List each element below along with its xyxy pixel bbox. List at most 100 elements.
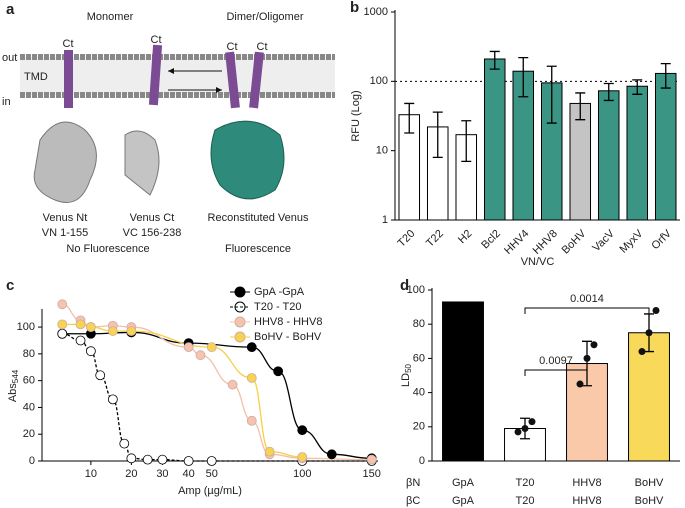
bar bbox=[483, 58, 506, 221]
data-point bbox=[246, 415, 257, 426]
data-point bbox=[57, 328, 68, 339]
fit-line bbox=[62, 331, 372, 459]
bar bbox=[626, 85, 649, 221]
label: Venus Ct bbox=[130, 212, 175, 224]
bracket bbox=[524, 369, 588, 376]
legend-label: T20 - T20 bbox=[254, 301, 302, 313]
data-point bbox=[107, 326, 118, 336]
label: Ct bbox=[257, 41, 268, 53]
data-point bbox=[590, 341, 598, 349]
panel-letter: a bbox=[6, 1, 15, 18]
x-tick-label: 10 bbox=[85, 468, 97, 480]
bar bbox=[597, 90, 620, 221]
data-point bbox=[85, 322, 96, 332]
data-point bbox=[326, 449, 337, 460]
data-point bbox=[75, 335, 86, 346]
bar bbox=[628, 332, 670, 462]
error-bar bbox=[660, 62, 671, 89]
label: Dimer/Oligomer bbox=[226, 11, 303, 23]
x-tick-label: 50 bbox=[206, 468, 218, 480]
axis-label-sub: 50 bbox=[404, 363, 413, 372]
axis-label: LD bbox=[400, 373, 412, 387]
panel-letter: c bbox=[6, 277, 14, 294]
data-point bbox=[246, 342, 257, 353]
y-axis-label: RFU (Log) bbox=[350, 90, 362, 141]
label: out bbox=[2, 52, 17, 64]
data-point bbox=[583, 354, 591, 362]
label: No Fluorescence bbox=[66, 243, 149, 255]
x-tick-label: 150 bbox=[363, 468, 381, 480]
annotation: 0.0014 bbox=[570, 293, 604, 305]
row-label: βC bbox=[406, 495, 420, 507]
data-point bbox=[107, 394, 118, 405]
panel-c: c 0 20 40 60 80 100 10 20 30 40 50 100 150 Amp (µg/mL)… bbox=[6, 277, 381, 497]
x-tick-label: GpA bbox=[452, 477, 475, 489]
x-tick-label: HHV4 bbox=[502, 228, 531, 257]
x-tick-label: 30 bbox=[156, 468, 168, 480]
panel-a: a Monomer Dimer/Oligomer out TMD in Ct C… bbox=[2, 1, 335, 255]
data-point bbox=[157, 454, 168, 465]
y-tick-label: 20 bbox=[23, 428, 35, 440]
x-tick-label: 100 bbox=[293, 468, 311, 480]
label: TMD bbox=[24, 71, 48, 83]
x-axis-label: Amp (µg/mL) bbox=[178, 485, 242, 497]
panel-letter: d bbox=[400, 277, 409, 294]
x-tick-label: T22 bbox=[424, 228, 446, 250]
x-tick-label: HHV8 bbox=[572, 477, 601, 489]
y-tick-label: 1000 bbox=[364, 6, 388, 18]
protein bbox=[210, 120, 285, 200]
error-bar bbox=[546, 65, 557, 124]
y-tick-label: 60 bbox=[413, 352, 425, 364]
axis-label: LD50 bbox=[400, 363, 413, 387]
row-label: βN bbox=[406, 477, 420, 489]
y-tick-label: 80 bbox=[23, 348, 35, 360]
data-point bbox=[652, 307, 660, 315]
data-point bbox=[142, 454, 153, 465]
helix bbox=[148, 44, 163, 106]
data-point bbox=[273, 366, 284, 377]
helix bbox=[64, 50, 73, 108]
axis-label: Abs544 bbox=[7, 369, 20, 402]
data-point bbox=[246, 373, 257, 383]
data-point bbox=[183, 342, 194, 353]
panel-d: d 0 20 40 60 80 100 LD50 GpA GpA T20 T20 HHV8 HHV8 BoH… bbox=[400, 277, 680, 507]
x-tick-label: T20 bbox=[396, 228, 418, 250]
error-bar bbox=[632, 79, 643, 95]
legend-label: HHV8 - HHV8 bbox=[254, 316, 322, 328]
data-point bbox=[126, 453, 137, 464]
data-point bbox=[57, 319, 68, 330]
y-tick-label: 20 bbox=[413, 421, 425, 433]
y-tick-label: 0 bbox=[419, 455, 425, 467]
data-point bbox=[57, 299, 68, 310]
data-point bbox=[528, 418, 536, 426]
y-tick-label: 10 bbox=[376, 145, 388, 157]
protein bbox=[124, 130, 160, 196]
x-tick-label: HHV8 bbox=[572, 495, 601, 507]
bar bbox=[654, 72, 677, 221]
data-point bbox=[645, 329, 653, 337]
label: Ct bbox=[63, 38, 74, 50]
y-tick-label: 40 bbox=[413, 387, 425, 399]
label: Reconstituted Venus bbox=[208, 212, 309, 224]
label: Venus Nt bbox=[43, 212, 88, 224]
error-bar bbox=[603, 82, 614, 102]
error-bar bbox=[489, 50, 500, 70]
label: VN 1-155 bbox=[42, 227, 88, 239]
error-bar bbox=[461, 120, 472, 163]
data-point bbox=[264, 446, 275, 457]
data-point bbox=[297, 425, 308, 436]
legend-label: GpA -GpA bbox=[254, 286, 305, 298]
x-tick-label: T20 bbox=[516, 495, 535, 507]
x-tick-label: 20 bbox=[125, 468, 137, 480]
data-point bbox=[297, 452, 308, 462]
axis-label: Abs bbox=[7, 383, 19, 402]
x-tick-label: HHV8 bbox=[531, 228, 560, 257]
axis-label-sub: 544 bbox=[11, 369, 20, 383]
y-tick-label: 0 bbox=[29, 455, 35, 467]
x-tick-label: BoHV bbox=[635, 477, 664, 489]
data-point bbox=[183, 456, 194, 466]
data-point bbox=[119, 438, 130, 449]
bar bbox=[569, 102, 592, 221]
